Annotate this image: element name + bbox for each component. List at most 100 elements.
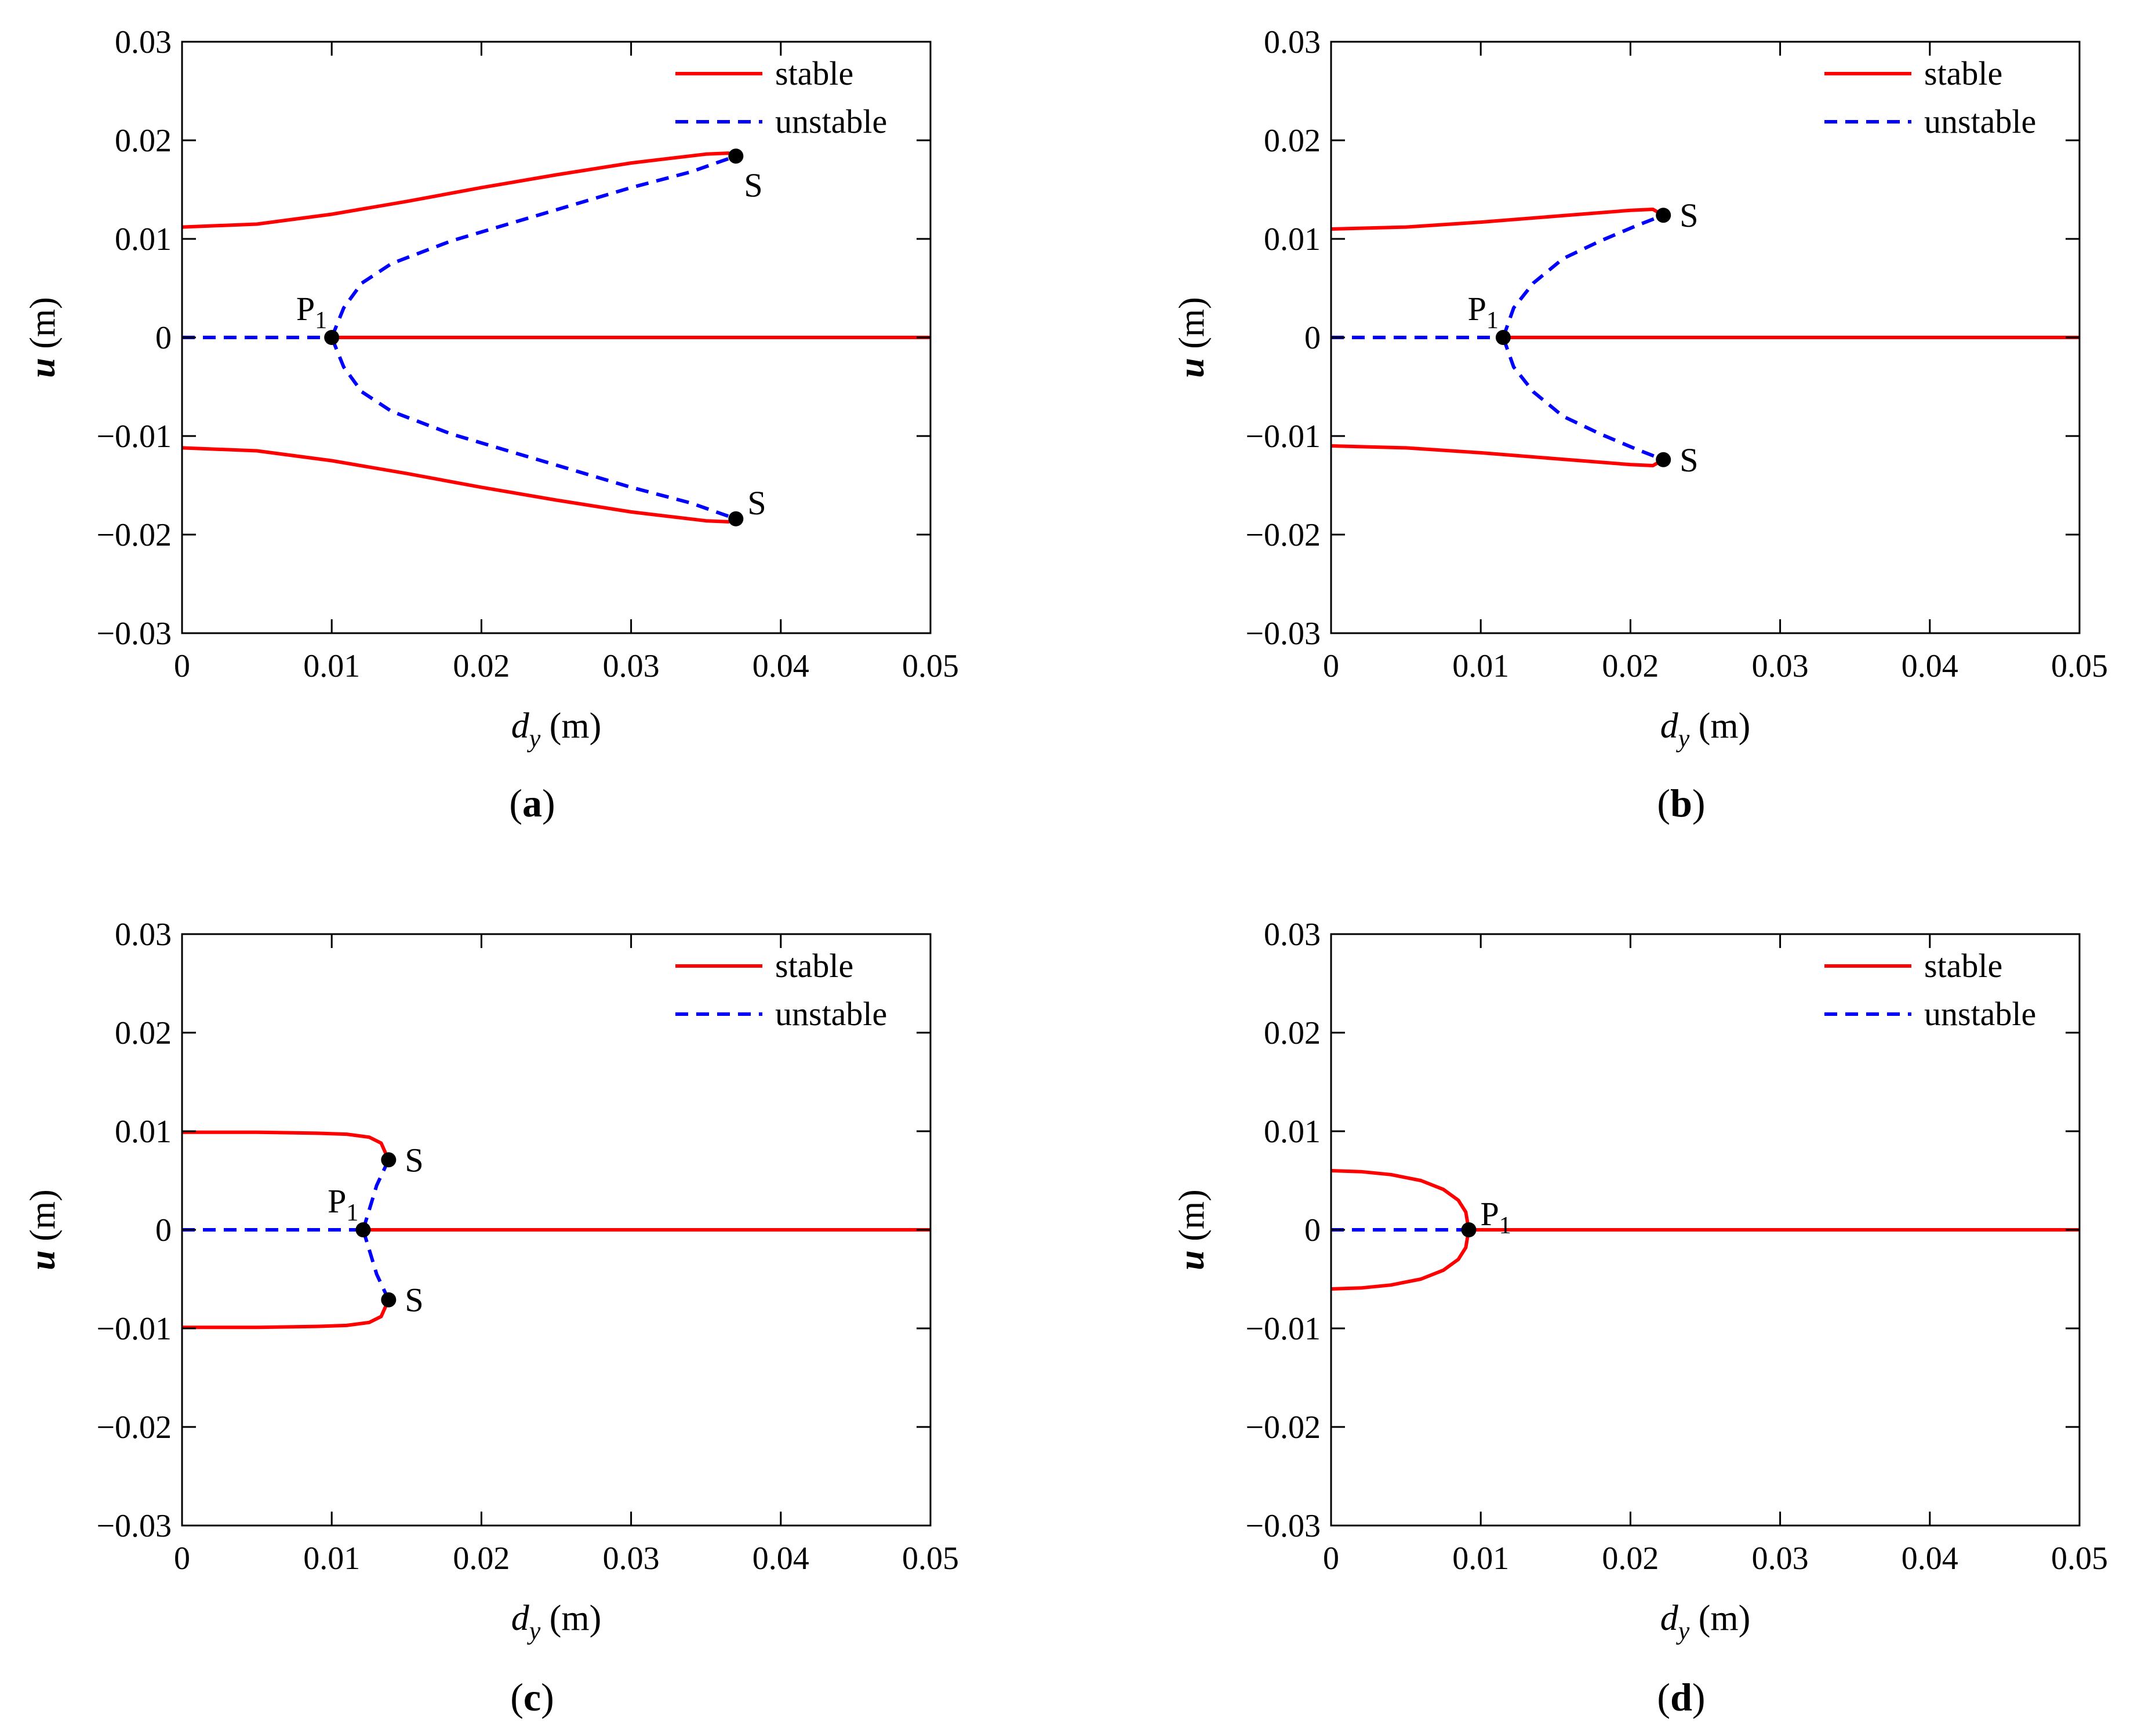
x-tick-label: 0.03: [1752, 1541, 1809, 1577]
series-unstable-4: [330, 154, 737, 339]
marker-label-main: S: [405, 1281, 423, 1319]
y-tick-label: 0.02: [115, 1015, 172, 1051]
marker-label-S: S: [405, 1141, 423, 1179]
caption-paren-close: ): [541, 1675, 554, 1719]
caption-paren-open: (: [1657, 781, 1670, 825]
marker-label-sub: 1: [346, 1200, 358, 1226]
panel-caption: (a): [509, 781, 555, 825]
marker-label-sub: 1: [315, 307, 327, 334]
y-tick-label: −0.01: [96, 1311, 172, 1347]
x-tick-label: 0.04: [1902, 648, 1958, 684]
marker-point-S: [728, 511, 744, 526]
marker-label-main: S: [1679, 197, 1698, 234]
y-tick-label: 0: [1304, 1212, 1321, 1248]
x-tick-label: 0.04: [752, 648, 809, 684]
x-tick-label: 0.05: [902, 648, 959, 684]
panel-c: 0 0.01 0.02 0.03 0.04 0.05 0.03 0.02 0.01 0 −0.01 −…: [23, 917, 959, 1719]
y-tick-label: −0.03: [1245, 1508, 1321, 1544]
caption-paren-close: ): [1692, 781, 1706, 825]
marker-point-S: [728, 148, 744, 164]
y-axis-label: u (m): [23, 297, 63, 378]
y-tick-label: −0.01: [1245, 1311, 1321, 1347]
caption-letter: b: [1670, 781, 1692, 825]
caption-paren-open: (: [1657, 1675, 1670, 1719]
x-tick-label: 0.03: [1752, 648, 1809, 684]
x-axis-label: dy (m): [511, 706, 602, 753]
y-tick-label: 0.03: [115, 24, 172, 60]
y-axis-label-unit: (m): [23, 1189, 63, 1250]
x-axis-label-sub: y: [1676, 724, 1690, 753]
x-axis-label: dy (m): [1660, 706, 1751, 753]
series-unstable-5: [1502, 336, 1664, 462]
y-tick-label: −0.03: [96, 1508, 172, 1544]
series-stable-0: [181, 151, 737, 229]
y-tick-label: −0.02: [1245, 517, 1321, 553]
y-tick-label: 0.02: [1264, 123, 1321, 159]
y-tick-label: 0: [155, 1212, 172, 1248]
x-tick-label: 0: [174, 1541, 190, 1577]
x-axis-label-unit: (m): [1689, 1599, 1750, 1638]
series-stable-0: [1330, 1169, 1471, 1230]
panel-caption: (d): [1657, 1675, 1705, 1719]
x-tick-label: 0.02: [1602, 1541, 1659, 1577]
y-tick-label: 0.01: [115, 1114, 172, 1150]
marker-label-sub: 1: [1486, 307, 1499, 334]
caption-letter: a: [522, 781, 542, 825]
x-axis-label: dy (m): [511, 1599, 602, 1645]
marker-label-P: P1: [1468, 290, 1499, 334]
panel-d: 0 0.01 0.02 0.03 0.04 0.05 0.03 0.02 0.01 0 −0.01 −…: [1172, 917, 2108, 1719]
x-tick-label: 0.03: [603, 648, 660, 684]
x-axis-label-sub: y: [1676, 1617, 1690, 1645]
x-axis-label-main: d: [511, 1599, 530, 1638]
marker-point-P: [355, 1222, 371, 1237]
y-axis-label: u (m): [1172, 297, 1212, 378]
y-axis-label-main: u: [23, 1250, 63, 1270]
caption-paren-close: ): [542, 781, 555, 825]
legend-label-stable: stable: [1924, 947, 2002, 985]
x-tick-label: 0.01: [303, 1541, 360, 1577]
y-axis-label-unit: (m): [1172, 297, 1212, 358]
legend-label-unstable: unstable: [775, 103, 887, 140]
marker-label-main: S: [744, 166, 762, 204]
x-axis-label-sub: y: [527, 1617, 541, 1645]
x-axis-label-unit: (m): [1689, 706, 1750, 746]
y-tick-label: −0.02: [96, 1410, 172, 1446]
marker-label-sub: 1: [1499, 1212, 1511, 1239]
marker-label-P: P1: [1481, 1195, 1511, 1239]
x-tick-label: 0.02: [1602, 648, 1659, 684]
marker-label-S: S: [744, 166, 762, 204]
series-unstable-4: [1502, 213, 1664, 339]
marker-label-P: P1: [296, 290, 327, 334]
x-axis-label-main: d: [1660, 1599, 1679, 1638]
x-axis-label-main: d: [1660, 706, 1679, 746]
y-tick-label: −0.02: [96, 517, 172, 553]
y-tick-label: 0.01: [1264, 221, 1321, 257]
marker-label-main: S: [405, 1141, 423, 1179]
marker-label-S: S: [405, 1281, 423, 1319]
marker-label-main: P: [1481, 1195, 1499, 1233]
marker-point-S: [381, 1152, 397, 1168]
x-tick-label: 0.01: [1452, 648, 1509, 684]
y-tick-label: −0.03: [1245, 616, 1321, 652]
x-tick-label: 0.05: [902, 1541, 959, 1577]
x-tick-label: 0.01: [1452, 1541, 1509, 1577]
marker-label-S: S: [747, 484, 766, 522]
panel-a: 0 0.01 0.02 0.03 0.04 0.05 0.03 0.02 0.01 0 −0.01 −…: [23, 24, 959, 825]
y-tick-label: 0.03: [1264, 917, 1321, 953]
marker-label-S: S: [1679, 197, 1698, 234]
legend-label-unstable: unstable: [775, 995, 887, 1033]
panel-caption: (b): [1657, 781, 1705, 825]
x-tick-label: 0: [174, 648, 190, 684]
y-tick-label: 0: [155, 320, 172, 356]
marker-label-main: P: [328, 1182, 346, 1220]
x-tick-label: 0.05: [2051, 1541, 2108, 1577]
marker-label-main: S: [747, 484, 766, 522]
panel-caption: (c): [510, 1675, 554, 1719]
legend-label-unstable: unstable: [1924, 995, 2036, 1033]
marker-label-S: S: [1679, 441, 1698, 479]
y-tick-label: −0.02: [1245, 1410, 1321, 1446]
series-stable-0: [1330, 208, 1664, 231]
series-unstable-5: [361, 1229, 391, 1301]
series-stable-1: [182, 1299, 391, 1330]
